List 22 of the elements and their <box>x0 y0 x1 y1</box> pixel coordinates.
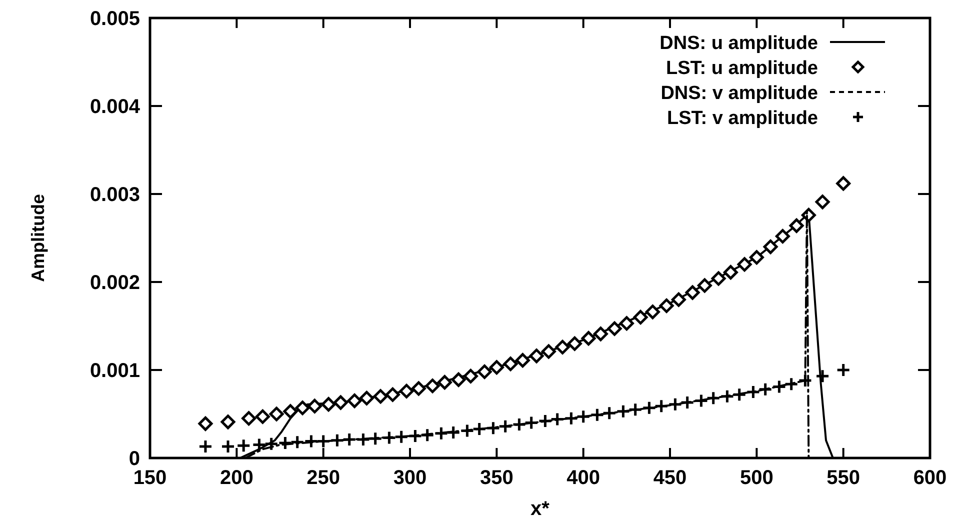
legend-label: DNS: v amplitude <box>660 83 818 104</box>
y-tick-label: 0.003 <box>90 184 140 206</box>
y-tick-label: 0 <box>128 448 140 470</box>
x-tick-label: 250 <box>306 467 340 489</box>
legend-label: LST: v amplitude <box>667 108 818 129</box>
x-axis-title: x* <box>530 498 550 520</box>
y-tick-label: 0.001 <box>90 360 140 382</box>
y-tick-label: 0.004 <box>90 96 141 118</box>
legend-label: DNS: u amplitude <box>660 33 818 54</box>
x-tick-label: 500 <box>740 467 774 489</box>
x-tick-label: 450 <box>653 467 687 489</box>
y-tick-label: 0.005 <box>90 8 140 30</box>
x-tick-label: 300 <box>393 467 427 489</box>
x-tick-label: 200 <box>220 467 254 489</box>
x-tick-label: 600 <box>913 467 947 489</box>
x-tick-label: 550 <box>826 467 860 489</box>
x-tick-label: 400 <box>566 467 600 489</box>
x-tick-label: 350 <box>480 467 514 489</box>
legend-label: LST: u amplitude <box>666 58 818 79</box>
x-tick-label: 150 <box>133 467 167 489</box>
y-axis-title: Amplitude <box>28 194 48 282</box>
y-tick-label: 0.002 <box>90 272 140 294</box>
